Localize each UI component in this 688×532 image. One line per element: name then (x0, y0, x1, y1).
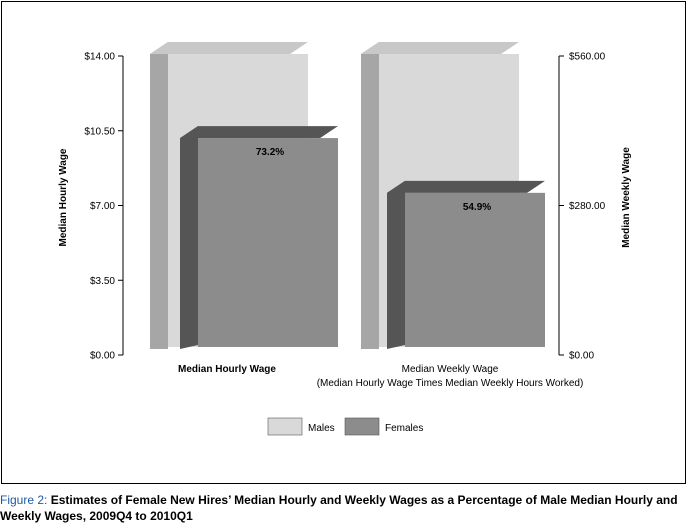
male-bar-side (150, 42, 168, 349)
category-label-hourly: Median Hourly Wage (178, 364, 276, 375)
left-tick-label: $7.00 (90, 201, 115, 212)
category-label-weekly: Median Weekly Wage (402, 364, 499, 375)
female-bar-side (387, 180, 405, 349)
right-tick-label: $560.00 (569, 52, 606, 63)
data-labels: 73.2% 54.9% (256, 147, 491, 213)
right-axis: $0.00 $280.00 $560.00 Median Weekly Wage (558, 52, 632, 362)
left-tick-label: $0.00 (90, 351, 115, 362)
left-axis: $0.00 $3.50 $7.00 $10.50 $14.00 Median Hourly… (58, 52, 124, 362)
data-label: 73.2% (256, 147, 284, 158)
chart-frame (1, 1, 686, 484)
data-label: 54.9% (463, 202, 491, 213)
right-tick-label: $280.00 (569, 201, 606, 212)
female-bar-top (387, 180, 545, 193)
legend: Males Females (267, 417, 423, 436)
legend-label-males: Males (308, 423, 335, 434)
right-axis-title: Median Weekly Wage (621, 147, 632, 248)
left-tick-label: $10.50 (84, 126, 115, 137)
female-bar-top (180, 126, 338, 139)
female-bar-front (405, 192, 545, 347)
male-bar-top (361, 42, 519, 54)
left-axis-title: Median Hourly Wage (58, 148, 69, 246)
bars (150, 42, 545, 349)
legend-swatch-males (267, 417, 303, 436)
category-labels: Median Hourly Wage Median Weekly Wage (Med… (178, 364, 583, 389)
male-bar-top (150, 42, 308, 54)
legend-swatch-females (344, 417, 380, 436)
legend-label-females: Females (385, 423, 423, 434)
left-tick-label: $14.00 (84, 52, 115, 63)
bar-chart: $0.00 $3.50 $7.00 $10.50 $14.00 Median Hourly… (58, 42, 632, 436)
male-bar-side (361, 42, 379, 349)
figure-caption: Figure 2: Estimates of Female New Hires’… (0, 492, 688, 524)
category-sublabel-weekly: (Median Hourly Wage Times Median Weekly … (317, 378, 584, 389)
left-tick-label: $3.50 (90, 276, 115, 287)
female-bar (387, 180, 545, 349)
caption-text: Estimates of Female New Hires’ Median Ho… (0, 493, 678, 523)
female-bar (180, 126, 338, 349)
right-tick-label: $0.00 (569, 351, 594, 362)
caption-prefix: Figure 2: (0, 493, 48, 507)
female-bar-side (180, 126, 198, 349)
female-bar-front (198, 138, 338, 347)
